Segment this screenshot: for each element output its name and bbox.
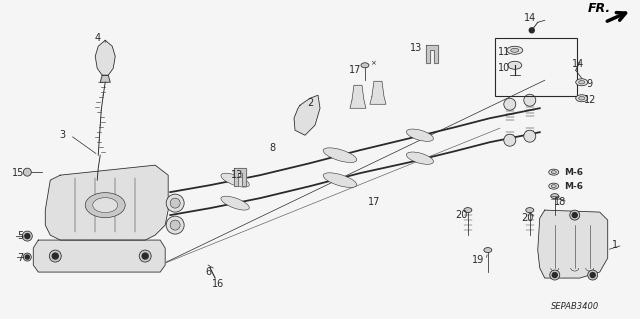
Ellipse shape	[551, 194, 559, 199]
Polygon shape	[33, 240, 165, 272]
Ellipse shape	[579, 80, 585, 84]
Text: 9: 9	[587, 79, 593, 89]
Circle shape	[552, 272, 557, 278]
Circle shape	[26, 255, 29, 259]
Ellipse shape	[548, 169, 559, 175]
Circle shape	[139, 250, 151, 262]
Ellipse shape	[323, 148, 356, 162]
Text: ×: ×	[370, 60, 376, 66]
Text: 13: 13	[410, 43, 422, 53]
Circle shape	[23, 168, 31, 176]
Circle shape	[550, 270, 560, 280]
Ellipse shape	[579, 96, 585, 100]
Circle shape	[524, 94, 536, 106]
Circle shape	[590, 272, 595, 278]
Polygon shape	[45, 165, 168, 240]
Text: 14: 14	[572, 59, 584, 69]
Text: FR.: FR.	[588, 2, 611, 15]
Text: 17: 17	[349, 65, 361, 75]
Ellipse shape	[484, 248, 492, 253]
Ellipse shape	[221, 196, 249, 210]
Ellipse shape	[508, 61, 522, 69]
Ellipse shape	[507, 46, 523, 54]
Text: 4: 4	[94, 33, 100, 43]
Ellipse shape	[526, 208, 534, 213]
Text: 15: 15	[12, 168, 24, 178]
Ellipse shape	[576, 79, 588, 86]
Circle shape	[142, 253, 148, 259]
Text: 1: 1	[612, 240, 618, 250]
Ellipse shape	[551, 185, 556, 188]
Polygon shape	[100, 75, 110, 82]
Ellipse shape	[221, 173, 249, 187]
Text: 12: 12	[584, 95, 596, 105]
Text: M-6: M-6	[564, 168, 583, 177]
Circle shape	[25, 234, 30, 239]
Ellipse shape	[406, 129, 433, 141]
Polygon shape	[294, 95, 320, 135]
Ellipse shape	[406, 152, 433, 164]
Text: 14: 14	[524, 13, 536, 23]
Text: 6: 6	[205, 267, 211, 277]
Ellipse shape	[576, 95, 588, 102]
Ellipse shape	[361, 63, 369, 68]
Polygon shape	[234, 168, 246, 186]
Ellipse shape	[551, 171, 556, 174]
Circle shape	[572, 213, 577, 218]
Text: 17: 17	[368, 197, 380, 207]
Circle shape	[22, 231, 32, 241]
Circle shape	[166, 216, 184, 234]
Circle shape	[524, 130, 536, 142]
Circle shape	[504, 98, 516, 110]
Text: 7: 7	[17, 253, 24, 263]
Text: 2: 2	[307, 98, 313, 108]
Text: 3: 3	[60, 130, 65, 140]
Circle shape	[49, 250, 61, 262]
Polygon shape	[426, 45, 438, 63]
Circle shape	[529, 28, 534, 33]
Text: 11: 11	[498, 47, 510, 57]
Polygon shape	[538, 210, 608, 278]
Ellipse shape	[511, 48, 519, 52]
Circle shape	[166, 194, 184, 212]
Circle shape	[504, 134, 516, 146]
Text: 20: 20	[522, 213, 534, 223]
Circle shape	[52, 253, 58, 259]
Text: 16: 16	[212, 279, 224, 289]
Text: 5: 5	[17, 231, 24, 241]
Polygon shape	[350, 85, 366, 108]
Polygon shape	[370, 81, 386, 104]
Circle shape	[570, 210, 580, 220]
Circle shape	[588, 270, 598, 280]
Ellipse shape	[548, 183, 559, 189]
Text: 10: 10	[498, 63, 510, 73]
Ellipse shape	[93, 198, 118, 213]
Text: 19: 19	[472, 255, 484, 265]
Ellipse shape	[323, 173, 356, 188]
Ellipse shape	[464, 208, 472, 213]
Text: 20: 20	[456, 210, 468, 220]
Circle shape	[170, 198, 180, 208]
Bar	[495, 38, 577, 96]
Ellipse shape	[85, 193, 125, 218]
Text: 18: 18	[554, 197, 566, 207]
Circle shape	[23, 253, 31, 261]
Circle shape	[170, 220, 180, 230]
Text: SEPAB3400: SEPAB3400	[550, 301, 599, 310]
Text: 8: 8	[269, 143, 275, 153]
Polygon shape	[95, 40, 115, 75]
Text: 13: 13	[231, 170, 243, 180]
Text: M-6: M-6	[564, 182, 583, 191]
